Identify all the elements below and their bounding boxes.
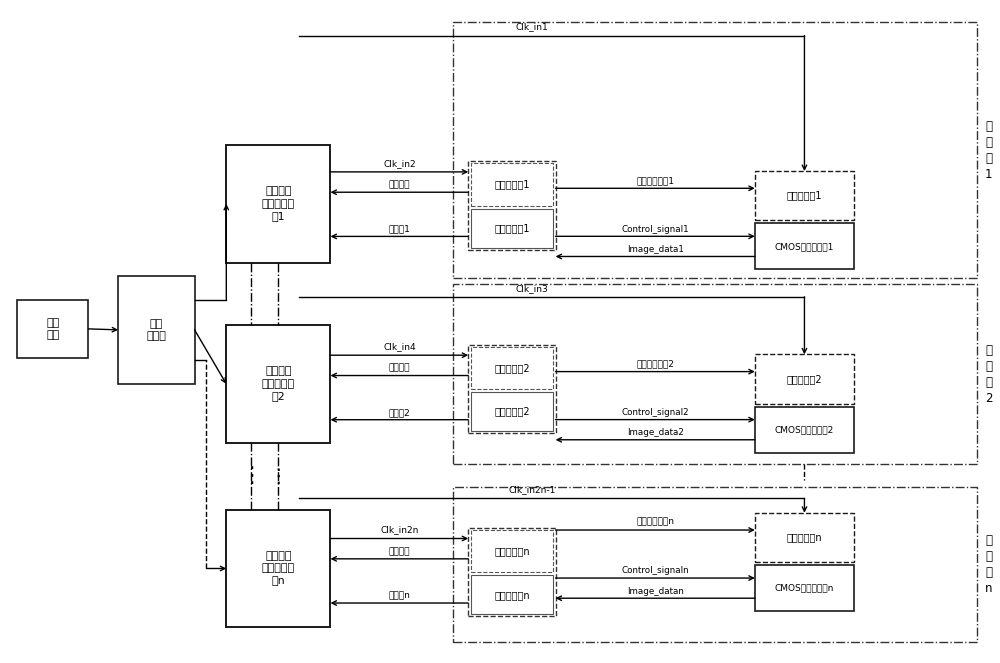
Text: Image_data2: Image_data2 [627, 428, 684, 437]
Text: 控制分频器1: 控制分频器1 [494, 180, 530, 190]
FancyBboxPatch shape [471, 209, 553, 248]
Text: 成像控制器2: 成像控制器2 [494, 406, 530, 416]
FancyBboxPatch shape [226, 510, 330, 627]
Text: 控制分频器n: 控制分频器n [494, 546, 530, 556]
FancyBboxPatch shape [226, 325, 330, 443]
FancyBboxPatch shape [755, 513, 854, 562]
Text: 锁相检测: 锁相检测 [389, 180, 410, 190]
FancyBboxPatch shape [468, 345, 556, 433]
Text: Clk_in3: Clk_in3 [516, 284, 548, 293]
Text: 成
像
组
2: 成 像 组 2 [985, 343, 993, 404]
FancyBboxPatch shape [118, 276, 195, 384]
Text: CMOS图像传感器n: CMOS图像传感器n [775, 583, 834, 593]
FancyBboxPatch shape [755, 171, 854, 220]
FancyBboxPatch shape [471, 347, 553, 389]
Text: 成像控制器n: 成像控制器n [494, 590, 530, 600]
FancyBboxPatch shape [755, 407, 854, 453]
Text: ⋮: ⋮ [269, 467, 288, 486]
Text: 时钟
分路器: 时钟 分路器 [146, 319, 166, 341]
Text: 锁相检测: 锁相检测 [389, 364, 410, 373]
Text: Control_signal1: Control_signal1 [621, 225, 689, 233]
FancyBboxPatch shape [471, 530, 553, 572]
Text: 锁相检测: 锁相检测 [389, 547, 410, 556]
FancyBboxPatch shape [471, 392, 553, 431]
Text: 与复位1: 与复位1 [388, 225, 410, 234]
Text: 成像分频复位2: 成像分频复位2 [636, 359, 674, 368]
Text: 成像控制器1: 成像控制器1 [494, 223, 530, 233]
Text: 低频
晶振: 低频 晶振 [46, 318, 59, 340]
FancyBboxPatch shape [755, 355, 854, 404]
Text: CMOS图像传感器2: CMOS图像传感器2 [775, 425, 834, 434]
Text: Image_datan: Image_datan [627, 587, 684, 595]
Text: 成
像
组
1: 成 像 组 1 [985, 119, 993, 180]
Text: Image_data1: Image_data1 [627, 245, 684, 254]
Text: Control_signal2: Control_signal2 [621, 408, 689, 417]
Text: Clk_in1: Clk_in1 [516, 23, 548, 32]
Text: 成像分频器n: 成像分频器n [787, 532, 822, 542]
Text: 时钟倍频
与抖动清除
器n: 时钟倍频 与抖动清除 器n [262, 551, 295, 586]
Text: ⋮: ⋮ [240, 466, 262, 486]
Text: Clk_in2n: Clk_in2n [380, 526, 419, 534]
FancyBboxPatch shape [226, 145, 330, 263]
FancyBboxPatch shape [755, 223, 854, 269]
Text: 成
像
组
n: 成 像 组 n [985, 534, 993, 595]
FancyBboxPatch shape [755, 566, 854, 611]
Text: 与复位2: 与复位2 [388, 408, 410, 417]
Text: 成像分频器1: 成像分频器1 [787, 191, 822, 201]
Text: 成像分频器2: 成像分频器2 [787, 374, 822, 384]
Text: Clk_in4: Clk_in4 [383, 342, 416, 351]
Text: 时钟倍频
与抖动清除
器2: 时钟倍频 与抖动清除 器2 [262, 367, 295, 401]
FancyBboxPatch shape [468, 528, 556, 617]
Text: Clk_in2: Clk_in2 [383, 159, 416, 168]
Text: 成像分频复位n: 成像分频复位n [636, 518, 674, 526]
Text: 成像分频复位1: 成像分频复位1 [636, 176, 674, 185]
FancyBboxPatch shape [17, 300, 88, 357]
Text: Clk_in2n-1: Clk_in2n-1 [508, 485, 556, 495]
Text: 与复位n: 与复位n [388, 591, 410, 600]
Text: 控制分频器2: 控制分频器2 [494, 363, 530, 373]
FancyBboxPatch shape [471, 575, 553, 615]
Text: CMOS图像传感器1: CMOS图像传感器1 [775, 242, 834, 251]
Text: 时钟倍频
与抖动清除
器1: 时钟倍频 与抖动清除 器1 [262, 186, 295, 221]
FancyBboxPatch shape [468, 161, 556, 250]
FancyBboxPatch shape [471, 163, 553, 206]
Text: Control_signaln: Control_signaln [621, 566, 689, 575]
